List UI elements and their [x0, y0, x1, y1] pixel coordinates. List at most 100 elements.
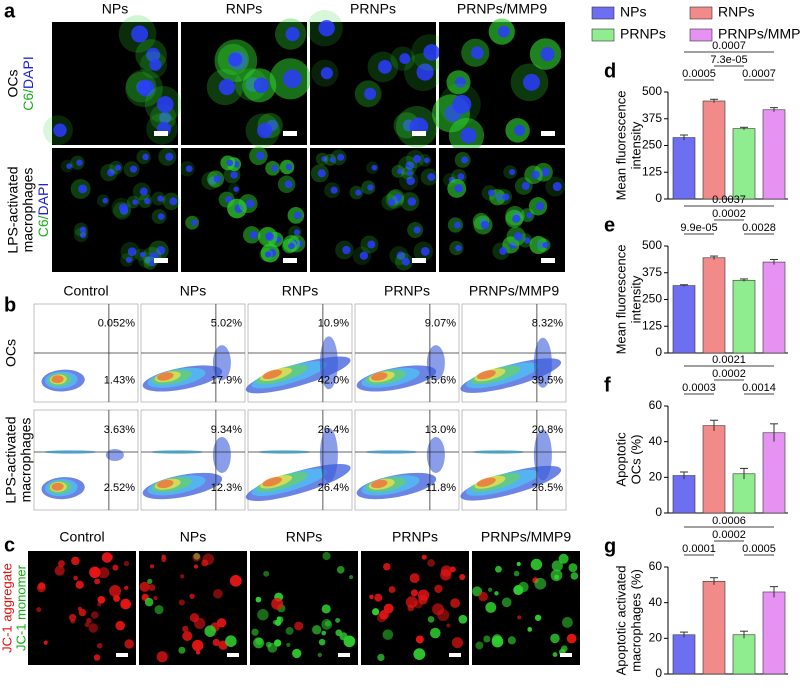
nucleus	[66, 163, 73, 169]
cell	[77, 606, 82, 611]
nucleus	[480, 220, 490, 230]
cell	[201, 559, 209, 567]
scale-bar	[560, 653, 572, 657]
cell	[37, 582, 46, 590]
cell	[483, 635, 491, 643]
stain-label: C6/DAPI	[20, 56, 36, 110]
y-axis-label: intensity	[628, 275, 643, 323]
bar	[762, 109, 786, 200]
legend-swatch	[591, 6, 615, 20]
p-value: 0.0002	[712, 208, 746, 220]
nucleus	[337, 153, 345, 161]
panel-label: g	[604, 535, 616, 557]
nucleus	[137, 79, 155, 97]
nucleus	[514, 124, 526, 136]
nucleus	[293, 229, 301, 236]
nucleus	[397, 168, 403, 175]
cell	[570, 572, 579, 580]
nucleus	[125, 256, 133, 263]
nucleus	[406, 170, 413, 176]
nucleus	[509, 169, 516, 176]
y-tick-label: 60	[649, 559, 663, 573]
y-axis-label: Apoptotic activated	[613, 566, 628, 676]
y-axis-label: macrophages (%)	[628, 569, 643, 672]
cell	[527, 627, 533, 632]
cell	[212, 638, 220, 647]
cell	[335, 617, 341, 623]
cell	[139, 581, 150, 592]
density	[262, 369, 282, 380]
nucleus	[146, 47, 161, 62]
micrograph	[52, 22, 178, 145]
scale-bar	[541, 131, 555, 136]
y-axis-label: Mean fluorescence	[613, 91, 628, 201]
density	[51, 482, 64, 491]
cell	[182, 631, 193, 642]
cell	[376, 613, 386, 623]
cell	[369, 594, 374, 600]
y-tick-label: 20	[649, 631, 663, 645]
nucleus	[455, 76, 466, 88]
cell	[178, 599, 185, 606]
cell	[255, 637, 263, 645]
nucleus	[396, 251, 406, 260]
nucleus	[522, 73, 540, 91]
row-label: macrophages	[20, 168, 36, 253]
cell	[153, 595, 158, 601]
nucleus	[285, 27, 300, 42]
nucleus	[144, 197, 151, 205]
cell	[501, 597, 512, 608]
cell	[534, 577, 547, 590]
y-tick-label: 0	[655, 191, 662, 205]
cell	[216, 618, 227, 628]
nucleus	[149, 58, 162, 71]
cell	[552, 652, 558, 657]
cell	[90, 611, 99, 619]
column-header: Control	[63, 283, 108, 299]
cell	[417, 589, 430, 601]
column-header: Control	[59, 529, 104, 545]
bar	[672, 475, 696, 514]
cell	[98, 567, 110, 579]
cell	[551, 560, 563, 572]
quadrant-q2: 0.052%	[98, 318, 136, 330]
density	[476, 477, 496, 487]
cell	[124, 639, 134, 649]
nucleus	[497, 25, 510, 38]
cell	[109, 585, 122, 597]
scale-bar	[449, 653, 461, 657]
cell	[312, 625, 322, 635]
nucleus	[388, 198, 396, 206]
cell	[84, 622, 90, 628]
nucleus	[265, 232, 273, 240]
cell	[405, 596, 418, 609]
ylabel-green: JC-1 monomer	[13, 564, 28, 651]
nucleus	[531, 170, 540, 179]
nucleus	[285, 163, 293, 171]
nucleus	[461, 156, 469, 164]
column-header: PRNPs/MMP9	[469, 283, 559, 299]
cell	[427, 559, 435, 567]
legend-label: PRNPs/MMP9	[718, 26, 800, 42]
cell	[75, 580, 84, 589]
cell	[196, 650, 201, 655]
cell	[415, 635, 424, 644]
y-tick-label: 500	[642, 238, 662, 252]
cell	[57, 560, 65, 568]
nucleus	[226, 159, 234, 167]
y-tick-label: 125	[642, 164, 662, 178]
density	[371, 372, 388, 381]
cell	[517, 615, 522, 620]
cell	[88, 623, 98, 633]
density	[319, 428, 338, 482]
nucleus	[471, 46, 484, 60]
cell	[388, 586, 396, 594]
cell	[475, 641, 484, 650]
cell	[324, 620, 331, 627]
p-value: 0.0037	[712, 194, 746, 206]
stain-blue: DAPI	[20, 56, 36, 89]
p-value: 9.9e-05	[680, 222, 717, 234]
cell	[213, 588, 223, 599]
cell	[550, 569, 563, 582]
quadrant-q2: 5.02%	[211, 318, 242, 330]
